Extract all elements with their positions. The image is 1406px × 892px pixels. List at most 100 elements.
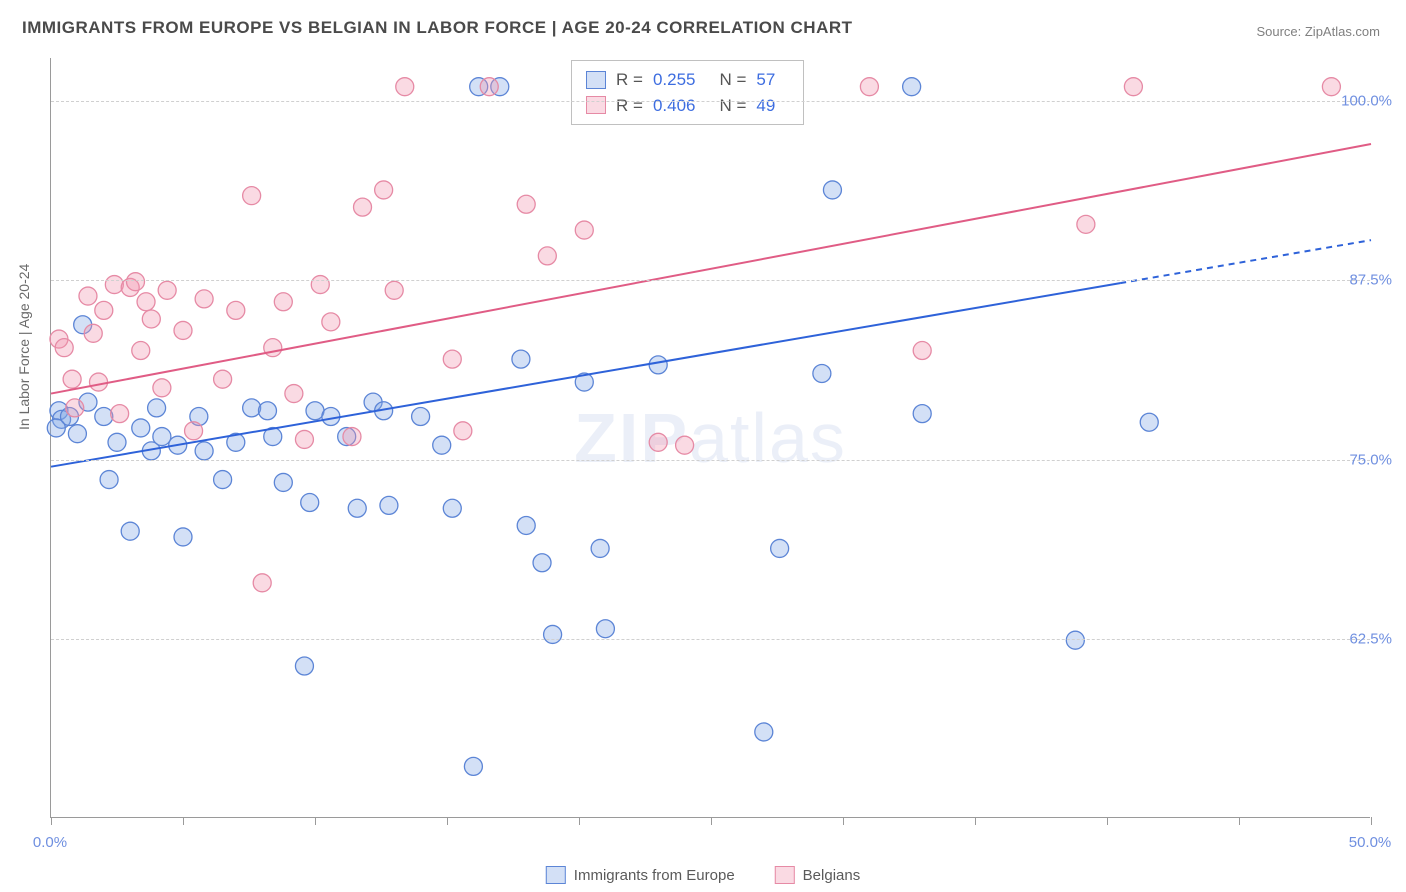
data-point [158, 281, 176, 299]
data-point [79, 287, 97, 305]
data-point [322, 313, 340, 331]
stats-swatch [586, 71, 606, 89]
data-point [105, 276, 123, 294]
data-point [227, 301, 245, 319]
data-point [185, 422, 203, 440]
data-point [285, 385, 303, 403]
data-point [132, 419, 150, 437]
data-point [454, 422, 472, 440]
data-point [243, 187, 261, 205]
data-point [174, 321, 192, 339]
data-point [295, 430, 313, 448]
data-point [274, 293, 292, 311]
source-attribution: Source: ZipAtlas.com [1256, 24, 1380, 39]
chart-title: IMMIGRANTS FROM EUROPE VS BELGIAN IN LAB… [22, 18, 853, 38]
source-name: ZipAtlas.com [1305, 24, 1380, 39]
data-point [214, 370, 232, 388]
data-point [47, 419, 65, 437]
data-point [396, 78, 414, 96]
data-point [575, 221, 593, 239]
data-point [517, 195, 535, 213]
data-point [380, 496, 398, 514]
y-tick-label: 87.5% [1349, 272, 1392, 289]
x-tick [183, 817, 184, 825]
legend-item: Belgians [775, 866, 861, 884]
x-tick [315, 817, 316, 825]
data-point [591, 539, 609, 557]
data-point [295, 657, 313, 675]
x-tick-label: 0.0% [33, 834, 67, 851]
data-point [385, 281, 403, 299]
stat-n-label: N = [719, 67, 746, 93]
data-point [903, 78, 921, 96]
data-point [649, 356, 667, 374]
y-tick-label: 62.5% [1349, 630, 1392, 647]
data-point [322, 407, 340, 425]
stats-swatch [586, 96, 606, 114]
data-point [433, 436, 451, 454]
data-point [443, 350, 461, 368]
data-point [132, 342, 150, 360]
x-tick [843, 817, 844, 825]
data-point [311, 276, 329, 294]
data-point [813, 364, 831, 382]
trend-line [51, 283, 1120, 467]
trend-line [51, 144, 1371, 394]
data-point [512, 350, 530, 368]
gridline [51, 101, 1370, 102]
data-point [66, 399, 84, 417]
data-point [258, 402, 276, 420]
data-point [517, 516, 535, 534]
legend-label: Immigrants from Europe [574, 867, 735, 884]
data-point [63, 370, 81, 388]
data-point [111, 405, 129, 423]
data-point [100, 471, 118, 489]
data-point [153, 379, 171, 397]
legend-label: Belgians [803, 867, 861, 884]
stat-n-label: N = [719, 93, 746, 119]
data-point [544, 625, 562, 643]
stat-n-value: 57 [756, 67, 775, 93]
data-point [412, 407, 430, 425]
gridline [51, 460, 1370, 461]
data-point [823, 181, 841, 199]
y-tick-label: 100.0% [1341, 93, 1392, 110]
data-point [195, 290, 213, 308]
data-point [137, 293, 155, 311]
data-point [68, 425, 86, 443]
x-tick [447, 817, 448, 825]
stats-row: R =0.406N =49 [586, 93, 789, 119]
data-point [142, 310, 160, 328]
data-point [348, 499, 366, 517]
x-tick [51, 817, 52, 825]
data-point [214, 471, 232, 489]
data-point [533, 554, 551, 572]
data-point [771, 539, 789, 557]
data-point [274, 473, 292, 491]
data-point [90, 373, 108, 391]
source-prefix: Source: [1256, 24, 1304, 39]
x-tick [579, 817, 580, 825]
data-point [443, 499, 461, 517]
data-point [343, 428, 361, 446]
gridline [51, 639, 1370, 640]
data-point [913, 342, 931, 360]
x-tick [711, 817, 712, 825]
data-point [480, 78, 498, 96]
data-point [153, 428, 171, 446]
x-tick [1239, 817, 1240, 825]
data-point [1066, 631, 1084, 649]
data-point [55, 339, 73, 357]
data-point [126, 273, 144, 291]
x-tick [1371, 817, 1372, 825]
data-point [649, 433, 667, 451]
legend: Immigrants from Europe Belgians [546, 866, 860, 884]
legend-item: Immigrants from Europe [546, 866, 735, 884]
data-point [195, 442, 213, 460]
data-point [301, 494, 319, 512]
data-point [264, 339, 282, 357]
data-point [676, 436, 694, 454]
data-point [354, 198, 372, 216]
data-point [108, 433, 126, 451]
data-point [464, 757, 482, 775]
